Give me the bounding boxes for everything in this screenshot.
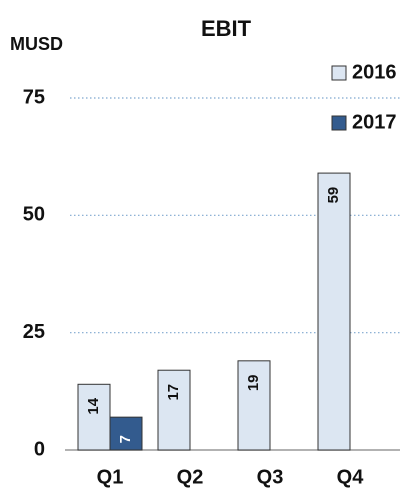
x-tick-label: Q1 (97, 466, 124, 488)
legend-swatch (331, 115, 347, 131)
bar (77, 383, 111, 451)
legend-label: 2016 (352, 61, 397, 83)
chart-title: EBIT (201, 16, 252, 41)
x-tick-label: Q4 (337, 466, 365, 488)
y-tick-label: 25 (23, 321, 45, 343)
y-tick-label: 0 (34, 438, 45, 460)
y-tick-label: 50 (23, 204, 45, 226)
x-tick-label: Q3 (257, 466, 284, 488)
x-tick-label: Q2 (177, 466, 204, 488)
legend-swatch (331, 65, 347, 81)
bar (317, 172, 351, 451)
bar (109, 416, 143, 451)
y-axis-label: MUSD (10, 34, 63, 54)
data-label: 17 (165, 384, 182, 401)
data-label: 19 (245, 374, 262, 391)
data-label: 59 (325, 187, 342, 204)
y-tick-label: 75 (23, 86, 45, 108)
data-label: 14 (85, 397, 102, 414)
bar (157, 369, 191, 451)
data-label: 7 (117, 435, 134, 443)
legend-label: 2017 (352, 111, 397, 133)
bar (237, 360, 271, 451)
